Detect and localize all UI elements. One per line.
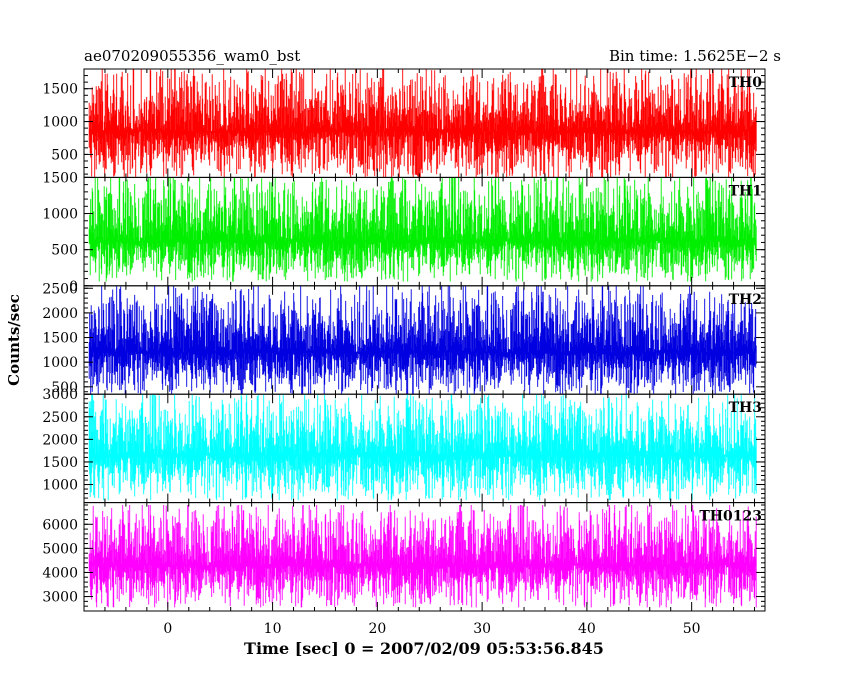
x-tick-label: 10 — [264, 621, 282, 637]
y-tick-label: 3000 — [42, 590, 78, 606]
panel-label-th1: TH1 — [729, 183, 762, 199]
x-tick-label: 20 — [368, 621, 386, 637]
y-tick-label: 2500 — [42, 410, 78, 426]
x-tick-label: 0 — [163, 621, 172, 637]
panel-label-th0123: TH0123 — [699, 509, 762, 525]
x-axis-label: Time [sec] 0 = 2007/02/09 05:53:56.845 — [244, 639, 604, 658]
y-tick-label: 5000 — [42, 541, 78, 557]
y-tick-label: 2000 — [42, 306, 78, 322]
y-tick-label: 4000 — [42, 565, 78, 581]
y-tick-label: 1500 — [42, 82, 78, 98]
x-axis: 0 10 20 30 40 50 — [163, 621, 700, 637]
panel-label-th2: TH2 — [729, 292, 762, 308]
y-axis-label: Counts/sec — [5, 294, 23, 386]
y-tick-label: 2000 — [42, 432, 78, 448]
panel-label-th0: TH0 — [729, 75, 763, 91]
y-tick-label: 1000 — [42, 478, 78, 494]
x-tick-label: 30 — [473, 621, 491, 637]
y-tick-label: 500 — [51, 147, 78, 163]
y-tick-label: 0 — [69, 279, 78, 295]
y-tick-label: 1000 — [42, 115, 78, 131]
panel-frame-th0123 — [83, 502, 766, 612]
y-tick-label: 3000 — [42, 387, 78, 403]
y-tick-label: 1000 — [42, 207, 78, 223]
y-tick-label: 6000 — [42, 517, 78, 533]
chart-title-left: ae070209055356_wam0_bst — [84, 47, 300, 65]
chart-title-right: Bin time: 1.5625E−2 s — [609, 47, 781, 65]
y-tick-label: 1500 — [42, 170, 78, 186]
panels-group: 500 1000 1500 TH0 0 500 1000 1500 TH1 500 1000 1500… — [42, 68, 766, 612]
y-tick-label: 1000 — [42, 355, 78, 371]
x-tick-label: 50 — [683, 621, 701, 637]
series-th0123 — [88, 505, 757, 608]
y-tick-label: 2500 — [42, 281, 78, 297]
series-th3 — [88, 394, 757, 501]
series-th2 — [88, 285, 757, 395]
y-tick-label: 500 — [51, 243, 78, 259]
y-tick-label: 500 — [51, 380, 78, 396]
series-th0 — [88, 69, 757, 178]
y-tick-label: 1500 — [42, 331, 78, 347]
x-tick-label: 40 — [578, 621, 596, 637]
y-tick-label: 1500 — [42, 455, 78, 471]
series-th1 — [88, 177, 757, 282]
panel-label-th3: TH3 — [729, 400, 762, 416]
